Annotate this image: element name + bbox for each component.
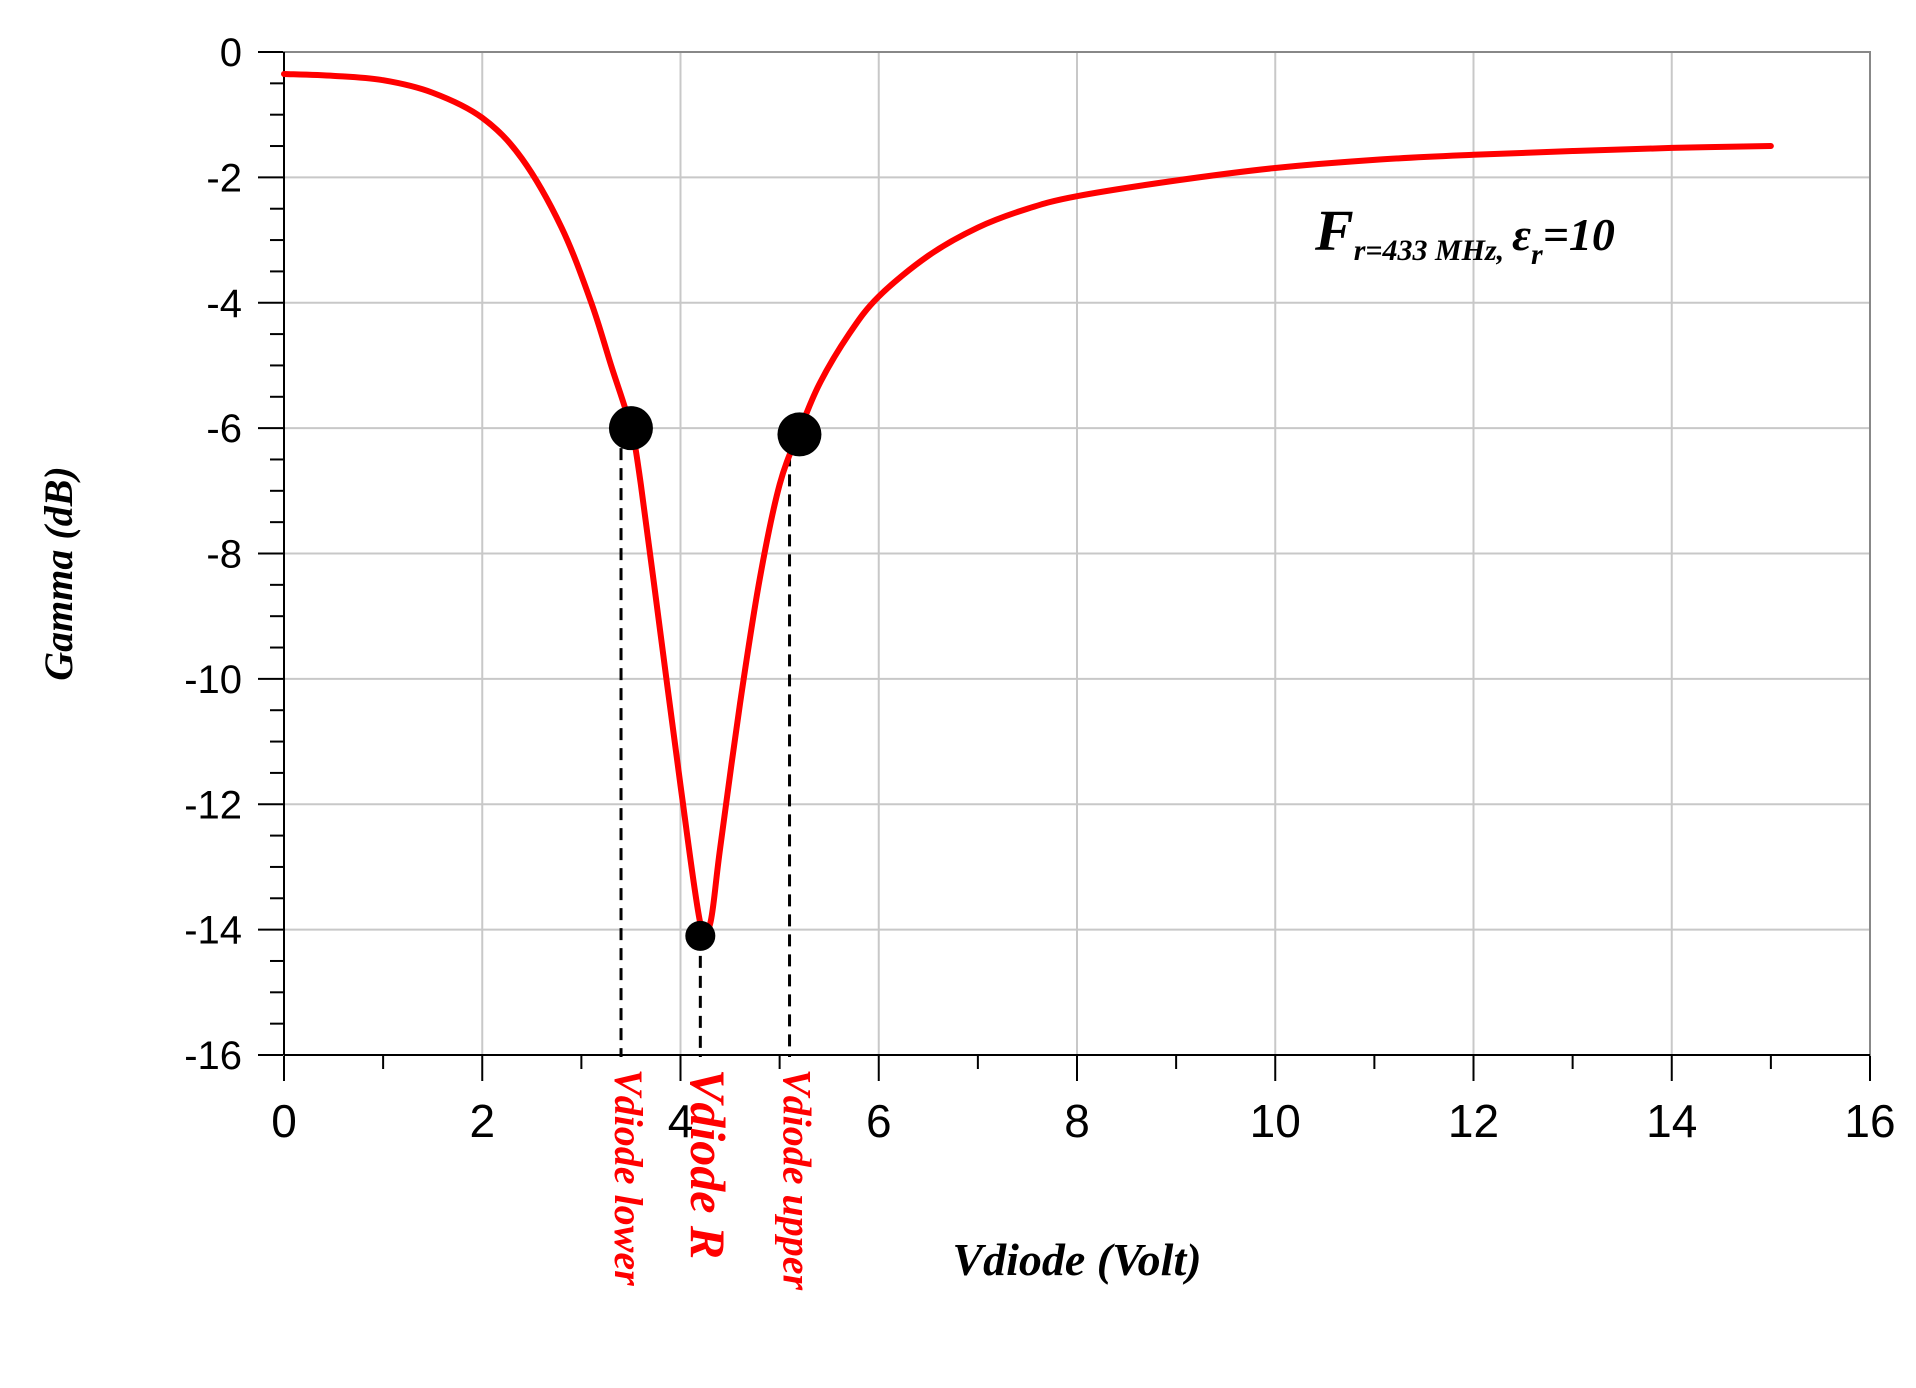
x-tick-label: 4 (668, 1095, 694, 1147)
x-tick-label: 8 (1064, 1095, 1090, 1147)
y-tick-label: -10 (184, 658, 242, 702)
x-tick-labels: 0 2 4 6 8 10 12 14 16 (271, 1095, 1895, 1147)
series-line (281, 70, 1774, 940)
x-tick-label: 10 (1250, 1095, 1301, 1147)
x-tick-label: 2 (469, 1095, 495, 1147)
marker-label: Vdiode upper (775, 1069, 820, 1291)
marker-labels: Vdiode lower Vdiode R Vdiode upper (606, 1069, 820, 1291)
x-tick-label: 6 (866, 1095, 892, 1147)
annotation-epsilon-sub: r (1531, 238, 1543, 271)
x-axis-title: Vdiode (Volt) (952, 1234, 1201, 1285)
annotation-main: F (1314, 198, 1354, 263)
marker-label: Vdiode R (680, 1069, 736, 1259)
y-tick-label: -14 (184, 909, 242, 953)
x-tick-label: 12 (1448, 1095, 1499, 1147)
markers (608, 406, 822, 951)
minor-ticks (258, 51, 1871, 1081)
y-tick-label: -6 (206, 407, 242, 451)
marker-point (608, 406, 653, 451)
annotation-subscript: r=433 MHz, (1354, 234, 1504, 267)
y-tick-label: -2 (206, 156, 242, 200)
y-tick-label: 0 (220, 31, 242, 75)
x-tick-label: 16 (1844, 1095, 1895, 1147)
annotation-epsilon: ε (1512, 209, 1531, 260)
x-tick-label: 14 (1646, 1095, 1697, 1147)
axes (283, 52, 1870, 1056)
marker-label: Vdiode lower (606, 1069, 651, 1286)
y-tick-labels: 0 -2 -4 -6 -8 -10 -12 -14 -16 (184, 31, 242, 1078)
y-tick-label: -12 (184, 783, 242, 827)
frequency-annotation: Fr=433 MHz, εr=10 (1314, 198, 1615, 271)
y-tick-label: -16 (184, 1034, 242, 1078)
x-tick-label: 0 (271, 1095, 297, 1147)
marker-point (777, 412, 822, 457)
y-tick-label: -8 (206, 533, 242, 577)
marker-point (685, 920, 716, 951)
y-axis-title: Gamma (dB) (36, 466, 81, 680)
drop-lines (619, 428, 792, 1057)
y-tick-label: -4 (206, 282, 242, 326)
annotation-suffix: =10 (1543, 209, 1615, 260)
